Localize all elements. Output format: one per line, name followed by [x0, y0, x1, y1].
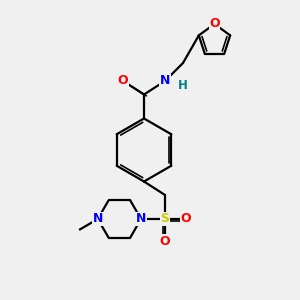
Text: O: O [118, 74, 128, 88]
Text: N: N [136, 212, 146, 226]
Text: H: H [178, 79, 188, 92]
Text: N: N [136, 212, 146, 226]
Text: O: O [160, 235, 170, 248]
Text: O: O [209, 17, 220, 31]
Text: S: S [160, 212, 169, 226]
Text: N: N [160, 74, 170, 88]
Text: O: O [181, 212, 191, 226]
Text: N: N [93, 212, 103, 226]
